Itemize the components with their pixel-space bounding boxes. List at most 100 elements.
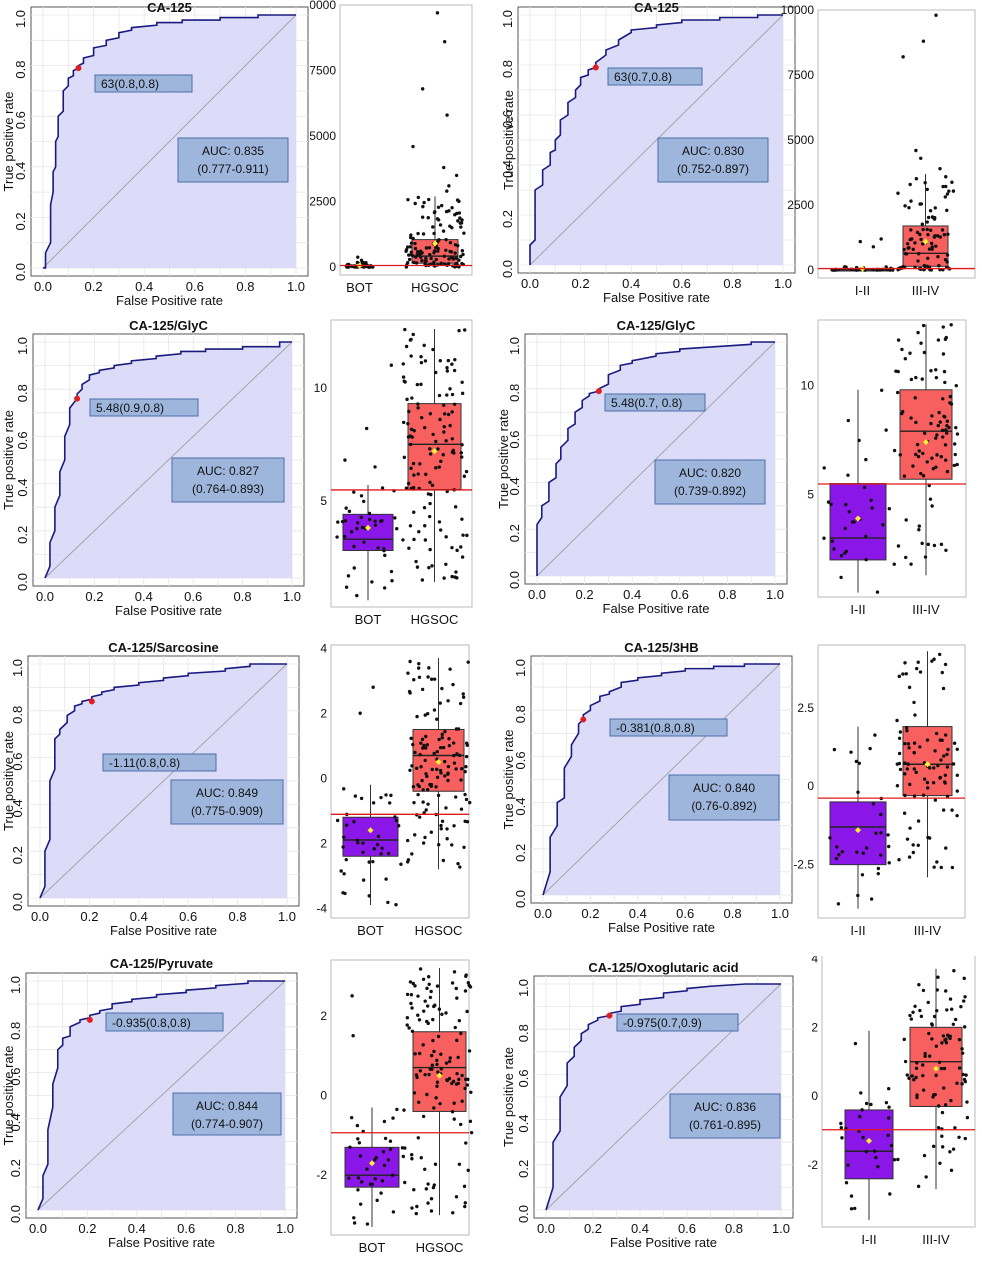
data-point — [454, 795, 458, 799]
data-point — [435, 1080, 440, 1084]
data-point — [450, 206, 454, 210]
data-point — [962, 999, 966, 1003]
data-point — [451, 1079, 456, 1084]
mean-marker — [432, 240, 438, 247]
data-point — [857, 761, 861, 765]
data-point — [937, 1060, 942, 1064]
data-point — [937, 410, 941, 415]
data-point — [436, 1070, 440, 1074]
chart-title: CA-125 — [634, 0, 679, 15]
data-point — [423, 1167, 427, 1172]
data-point — [444, 209, 449, 214]
data-point — [888, 268, 892, 272]
data-point — [445, 489, 449, 494]
data-point — [443, 759, 447, 764]
data-point — [916, 819, 921, 823]
data-point — [380, 486, 385, 490]
data-point — [949, 1098, 953, 1103]
data-point — [932, 217, 937, 221]
data-point — [425, 1092, 429, 1097]
auc-ci: (0.775-0.909) — [191, 804, 263, 818]
data-point — [336, 520, 340, 524]
data-point — [442, 430, 446, 434]
data-point — [390, 579, 394, 583]
data-point — [448, 224, 452, 228]
data-point — [887, 1105, 891, 1109]
auc-value: AUC: 0.830 — [682, 144, 744, 158]
data-point — [373, 465, 377, 469]
data-point — [953, 1017, 958, 1022]
data-point — [460, 517, 464, 521]
data-point — [439, 1052, 443, 1056]
data-point — [430, 767, 434, 772]
data-point — [906, 742, 911, 746]
y-tick-label: -4 — [316, 901, 327, 915]
y-tick-label: 0.0 — [8, 1205, 23, 1223]
data-point — [934, 13, 938, 17]
box-chart-2: I-II III-IV 0 2500 5000 7500 10000 — [781, 3, 976, 298]
x-axis-label: False Positive rate — [608, 920, 715, 935]
data-point — [417, 1018, 422, 1022]
data-point — [405, 1023, 409, 1027]
data-point — [421, 800, 425, 804]
data-point — [881, 523, 885, 527]
roc-curve-line — [39, 663, 287, 899]
data-point — [943, 781, 947, 785]
data-point — [352, 1221, 357, 1225]
data-point — [466, 660, 470, 664]
data-point — [416, 406, 420, 410]
box-chart-8: I-II III-IV 4 2 0 -2 — [807, 956, 976, 1247]
y-tick-label: 4 — [811, 956, 818, 965]
data-point — [422, 200, 426, 205]
data-point — [926, 1000, 930, 1005]
data-point — [931, 1144, 936, 1149]
x-tick-label: 0.2 — [576, 587, 594, 602]
data-point — [458, 221, 462, 225]
data-point — [916, 1184, 921, 1189]
data-point — [439, 203, 444, 208]
data-point — [421, 788, 425, 792]
data-point — [903, 1059, 908, 1064]
data-point — [949, 323, 953, 327]
y-tick-label: 0.0 — [10, 893, 25, 911]
data-point — [934, 244, 938, 248]
data-point — [381, 1150, 386, 1154]
data-point — [901, 264, 905, 269]
y-tick-label: 0 — [320, 1089, 327, 1103]
data-point — [422, 811, 426, 815]
data-point — [858, 239, 862, 244]
data-point — [943, 773, 948, 777]
y-tick-label: 1.0 — [13, 10, 28, 28]
data-point — [962, 1025, 967, 1029]
data-point — [453, 357, 457, 362]
data-point — [856, 790, 860, 794]
data-point — [458, 701, 463, 706]
data-point — [437, 520, 442, 524]
data-point — [358, 1202, 363, 1206]
data-point — [420, 259, 424, 263]
data-point — [940, 428, 945, 433]
cutoff-marker — [86, 1016, 93, 1023]
y-tick-label: 1.0 — [516, 979, 531, 997]
data-point — [919, 1014, 924, 1019]
x-tick-label: 0.2 — [85, 589, 103, 604]
data-point — [943, 662, 948, 667]
data-point — [409, 466, 413, 471]
data-point — [897, 674, 901, 679]
data-point — [908, 1013, 912, 1018]
data-point — [401, 375, 406, 379]
data-point — [876, 1164, 880, 1169]
data-point — [943, 733, 948, 737]
data-point — [946, 232, 950, 236]
data-point — [909, 416, 913, 420]
x-axis-label: False Positive rate — [110, 923, 217, 938]
data-point — [950, 180, 954, 184]
data-point — [921, 39, 926, 43]
data-point — [445, 369, 450, 373]
data-point — [903, 204, 907, 208]
data-point — [954, 425, 958, 430]
data-point — [879, 812, 883, 817]
data-point — [352, 819, 356, 824]
mean-marker — [922, 238, 929, 245]
data-point — [407, 1026, 411, 1030]
